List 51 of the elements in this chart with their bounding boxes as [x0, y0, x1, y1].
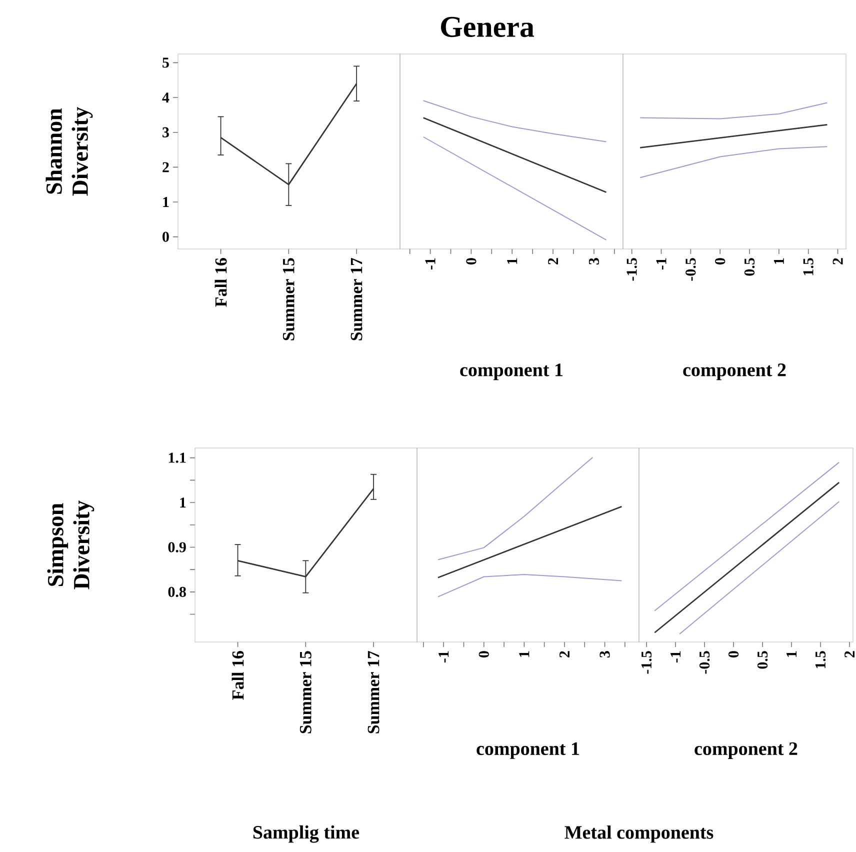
- x-tick-label: -0.5: [686, 258, 696, 281]
- x-tick-label: 1: [507, 258, 518, 264]
- x-axis-title: component 1: [476, 742, 580, 759]
- x-axis-title: component 1: [460, 364, 563, 380]
- y-tick-label: 0.9: [168, 542, 186, 552]
- text: Metal components: [564, 825, 714, 843]
- x-tick-label: 1.5: [815, 651, 826, 668]
- x-tick-label: 2: [548, 258, 558, 264]
- x-tick-label: 0: [466, 258, 476, 264]
- x-tick-label: 0.5: [757, 651, 768, 669]
- x-tick-label: 2: [560, 651, 570, 658]
- x-axis-title: Samplig time: [253, 825, 360, 843]
- x-tick-label: 1: [519, 651, 530, 657]
- y-tick-label: 0: [162, 232, 169, 242]
- x-tick-label: 2: [844, 651, 854, 658]
- x-tick-label: Summer 17: [350, 258, 362, 340]
- x-tick-label: 0: [715, 258, 726, 264]
- y-tick-label: 5: [162, 58, 169, 68]
- chart-title: Genera: [440, 16, 534, 38]
- x-tick-label: Fall 16: [214, 258, 227, 307]
- x-tick-label: -1: [670, 651, 680, 662]
- x-tick-label: 0: [478, 651, 489, 658]
- x-tick-label: 0.5: [744, 258, 755, 276]
- y-tick-label: 2: [162, 162, 169, 172]
- y-tick-label: 0.8: [168, 586, 186, 598]
- x-tick-label: -0.5: [699, 651, 710, 674]
- x-tick-label: Summer 15: [300, 651, 312, 734]
- x-axis-title: component 2: [694, 742, 798, 759]
- x-tick-label: -1: [438, 651, 449, 662]
- y-axis-title: Simpson Diversity: [47, 500, 94, 590]
- x-tick-label: -1.5: [626, 258, 637, 281]
- x-tick-label: 2: [832, 258, 843, 264]
- x-tick-label: 1.5: [803, 258, 814, 276]
- x-tick-label: 1: [786, 651, 796, 657]
- x-tick-label: Summer 15: [282, 258, 294, 340]
- y-tick-label: 1: [163, 197, 169, 207]
- x-axis-title: component 2: [683, 364, 786, 380]
- y-axis-title: Shannon Diversity: [46, 107, 93, 196]
- y-tick-label: 1.1: [168, 452, 186, 463]
- x-tick-label: Fall 16: [232, 651, 244, 700]
- y-tick-label: 1: [180, 498, 186, 508]
- x-tick-label: 0: [728, 651, 739, 658]
- x-tick-label: -1.5: [641, 651, 652, 674]
- x-tick-label: 1: [774, 258, 784, 264]
- y-tick-label: 4: [162, 92, 170, 102]
- x-tick-label: -1: [656, 258, 666, 270]
- y-tick-label: 3: [162, 127, 169, 138]
- x-tick-label: 3: [600, 651, 610, 658]
- x-tick-label: Summer 17: [368, 650, 380, 734]
- x-tick-label: -1: [425, 258, 436, 270]
- x-tick-label: 3: [588, 258, 599, 264]
